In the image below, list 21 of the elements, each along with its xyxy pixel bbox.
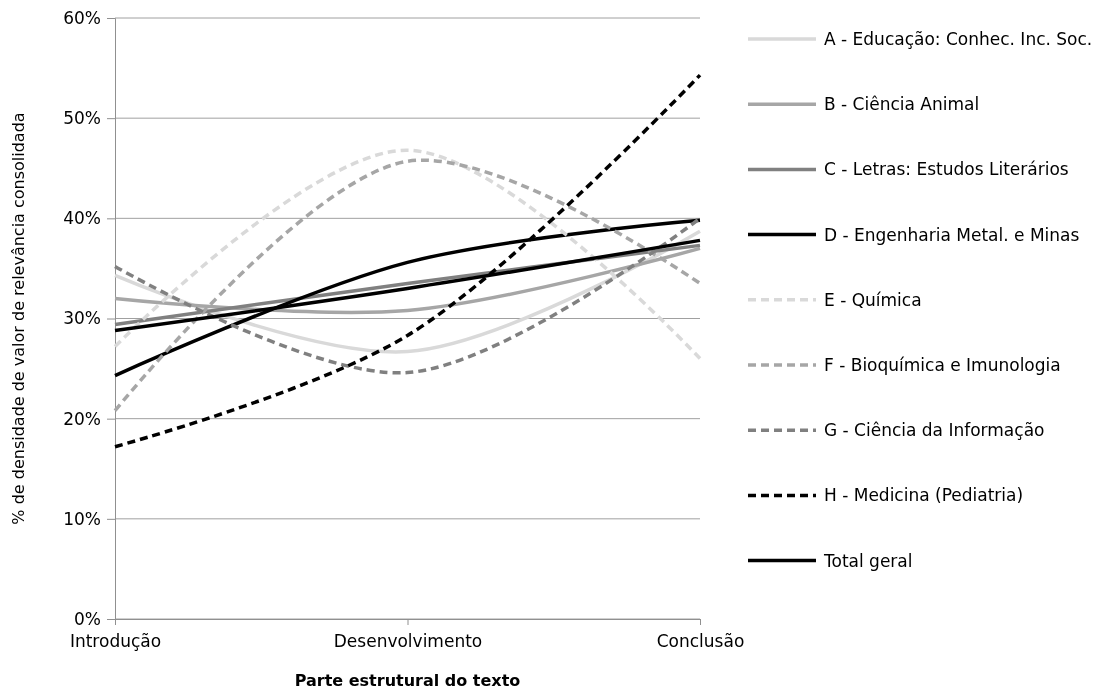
legend-label: Total geral [823,550,913,571]
legend-label: B - Ciência Animal [824,94,980,115]
y-tick-label: 30% [63,308,101,329]
y-tick-label: 60% [63,7,101,28]
y-tick-label: 40% [63,208,101,229]
legend-label: D - Engenharia Metal. e Minas [824,224,1080,245]
legend-label: G - Ciência da Informação [824,420,1045,441]
y-tick-label: 50% [63,108,101,129]
y-axis-title: % de densidade de valor de relevância consolidada [9,112,28,525]
legend-label: C - Letras: Estudos Literários [824,159,1069,180]
y-tick-label: 0% [74,608,101,629]
y-tick-label: 10% [63,508,101,529]
legend-label: A - Educação: Conhec. Inc. Soc. [824,29,1093,49]
legend-label: H - Medicina (Pediatria) [824,485,1024,506]
x-tick-label: Conclusão [656,631,745,652]
x-tick-label: Introdução [69,631,162,652]
y-tick-label: 20% [63,408,101,429]
x-axis-title: Parte estrutural do texto [294,671,521,690]
legend-label: F - Bioquímica e Imunologia [824,355,1061,375]
legend-label: E - Química [824,289,922,310]
x-tick-label: Desenvolvimento [333,631,483,652]
